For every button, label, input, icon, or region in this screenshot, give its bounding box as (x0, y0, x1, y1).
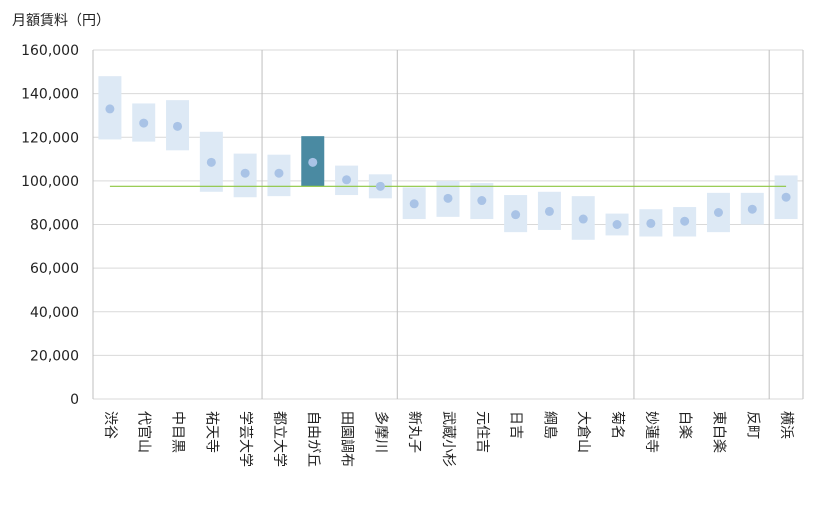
data-point (206, 157, 216, 167)
x-tick-label: 東白楽 (710, 411, 726, 453)
y-tick-label: 40,000 (30, 305, 79, 321)
data-point (646, 218, 656, 228)
data-point (308, 157, 318, 167)
data-point (578, 214, 588, 224)
data-point (240, 168, 250, 178)
x-tick-label: 菊名 (609, 411, 625, 439)
x-tick-label: 日吉 (508, 411, 524, 439)
x-tick-label: 中目黒 (170, 411, 186, 453)
y-tick-label: 60,000 (30, 261, 79, 277)
data-point (375, 181, 385, 191)
x-tick-label: 自由が丘 (305, 411, 321, 467)
x-tick-label: 田園調布 (339, 411, 355, 467)
x-tick-label: 都立大学 (271, 411, 287, 467)
data-point (612, 220, 622, 229)
data-point (105, 104, 115, 114)
x-tick-label: 多摩川 (372, 411, 389, 453)
x-tick-label: 横浜 (778, 411, 794, 439)
data-point (511, 210, 521, 220)
x-tick-label: 大倉山 (575, 411, 591, 453)
data-point (274, 168, 284, 178)
y-tick-label: 0 (70, 392, 79, 408)
data-point (342, 175, 352, 185)
x-tick-label: 妙蓮寺 (643, 411, 659, 453)
y-tick-label: 120,000 (21, 130, 79, 146)
x-tick-label: 武蔵小杉 (440, 411, 456, 467)
y-tick-label: 80,000 (30, 218, 79, 234)
x-tick-label: 綱島 (541, 411, 557, 439)
y-axis-title: 月額賃料（円） (12, 13, 110, 29)
x-tick-label: 祐天寺 (203, 411, 219, 453)
y-tick-label: 100,000 (21, 174, 79, 190)
data-point (781, 192, 791, 202)
data-point (747, 204, 757, 214)
y-tick-label: 160,000 (21, 43, 79, 59)
data-point (409, 199, 419, 209)
data-point (544, 206, 554, 216)
y-tick-label: 20,000 (30, 348, 79, 364)
x-tick-label: 代官山 (136, 411, 152, 453)
x-tick-label: 新丸子 (406, 411, 422, 453)
x-tick-label: 渋谷 (102, 411, 118, 439)
data-point (139, 118, 149, 128)
data-point (443, 193, 453, 203)
x-tick-label: 白楽 (677, 411, 693, 439)
data-point (680, 216, 690, 226)
y-tick-label: 140,000 (21, 87, 79, 103)
data-point (477, 196, 487, 206)
x-tick-label: 元住吉 (474, 411, 490, 453)
x-tick-label: 反町 (744, 411, 760, 439)
x-tick-label: 学芸大学 (237, 411, 253, 467)
data-point (713, 208, 723, 218)
data-point (173, 121, 183, 131)
